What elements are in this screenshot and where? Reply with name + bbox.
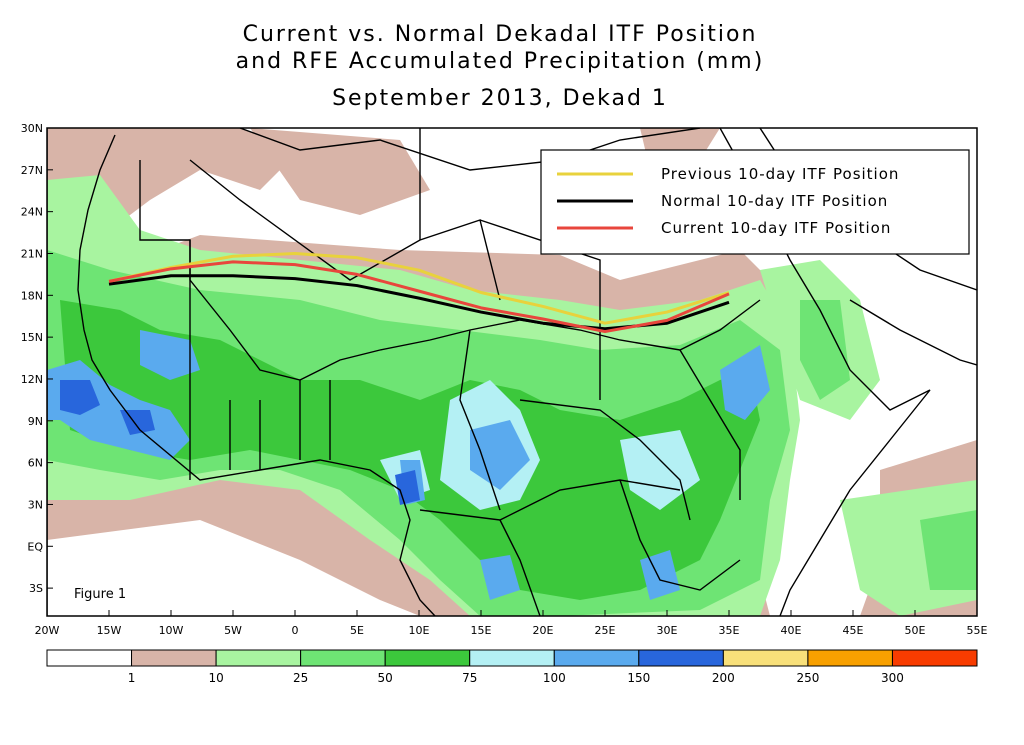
latitude-ticks: 30N 27N 24N 21N 18N 15N 12N 9N 6N 3N EQ 3S — [21, 122, 53, 595]
colorbar-swatch — [469, 649, 555, 667]
lon-tick-label: 20W — [35, 624, 60, 637]
colorbar-label: 1 — [128, 671, 136, 685]
colorbar-label: 25 — [293, 671, 308, 685]
colorbar-swatch — [300, 649, 386, 667]
lat-tick-label: 6N — [28, 457, 43, 470]
lat-tick-label: 12N — [21, 373, 43, 386]
lat-tick-label: 24N — [21, 206, 43, 219]
colorbar-swatch — [215, 649, 302, 667]
colorbar-label: 200 — [712, 671, 735, 685]
colorbar-swatch — [384, 649, 471, 667]
colorbar-label: 100 — [543, 671, 566, 685]
lon-tick-label: 10E — [409, 624, 430, 637]
legend-label-normal: Normal 10-day ITF Position — [661, 192, 888, 210]
colorbar: 1 10 25 50 75 100 150 200 250 300 — [46, 649, 978, 685]
itf-legend: Previous 10-day ITF Position Normal 10-d… — [540, 149, 970, 255]
lon-tick-label: 5E — [350, 624, 364, 637]
lat-tick-label: 30N — [21, 122, 43, 135]
colorbar-swatch — [722, 649, 809, 667]
lon-tick-label: 15W — [97, 624, 122, 637]
colorbar-label: 250 — [796, 671, 819, 685]
lat-tick-label: EQ — [27, 540, 43, 553]
lat-tick-label: 21N — [21, 247, 43, 260]
itf-lines — [108, 251, 730, 334]
legend-label-current: Current 10-day ITF Position — [661, 219, 891, 237]
legend-label-previous: Previous 10-day ITF Position — [661, 165, 899, 183]
lon-tick-label: 10W — [159, 624, 184, 637]
colorbar-swatch — [891, 649, 978, 667]
rain-zone-100-150 — [47, 330, 770, 600]
lon-tick-label: 20E — [533, 624, 554, 637]
lon-tick-label: 50E — [905, 624, 926, 637]
lat-tick-label: 15N — [21, 331, 43, 344]
colorbar-label: 50 — [378, 671, 393, 685]
colorbar-label: 150 — [627, 671, 650, 685]
lat-tick-label: 18N — [21, 289, 43, 302]
title-line-2: and RFE Accumulated Precipitation (mm) — [235, 49, 765, 74]
rain-zone-75-100 — [380, 380, 700, 510]
lon-tick-label: 40E — [781, 624, 802, 637]
itf-line-current — [108, 260, 730, 334]
colorbar-label: 300 — [881, 671, 904, 685]
colorbar-label: 75 — [462, 671, 477, 685]
rain-zone-50-75 — [60, 300, 760, 600]
figure-label: Figure 1 — [74, 587, 126, 602]
lon-tick-label: 30E — [657, 624, 678, 637]
lon-tick-label: 15E — [471, 624, 492, 637]
lon-tick-label: 45E — [843, 624, 864, 637]
colorbar-label: 10 — [208, 671, 223, 685]
lon-tick-label: 0 — [292, 624, 299, 637]
lon-tick-label: 5W — [224, 624, 242, 637]
colorbar-swatch — [807, 649, 893, 667]
lon-tick-label: 55E — [967, 624, 988, 637]
colorbar-swatch — [638, 649, 724, 667]
itf-line-previous — [108, 251, 730, 325]
lat-tick-label: 3N — [28, 498, 43, 511]
precipitation-field — [47, 128, 977, 616]
colorbar-swatch — [131, 649, 217, 667]
colorbar-swatch — [553, 649, 640, 667]
lat-tick-label: 27N — [21, 164, 43, 177]
map-frame — [46, 127, 978, 617]
title-line-1: Current vs. Normal Dekadal ITF Position — [242, 22, 758, 47]
lon-tick-label: 35E — [719, 624, 740, 637]
title-line-3: September 2013, Dekad 1 — [332, 86, 668, 111]
longitude-ticks: 20W 15W 10W 5W 0 5E 10E 15E 20E 25E 30E 35E 40E 45E 50… — [35, 610, 988, 637]
lat-tick-label: 3S — [29, 582, 43, 595]
lon-tick-label: 25E — [595, 624, 616, 637]
lat-tick-label: 9N — [28, 415, 43, 428]
colorbar-swatch — [46, 649, 133, 667]
rain-zone-150-200 — [60, 380, 420, 505]
